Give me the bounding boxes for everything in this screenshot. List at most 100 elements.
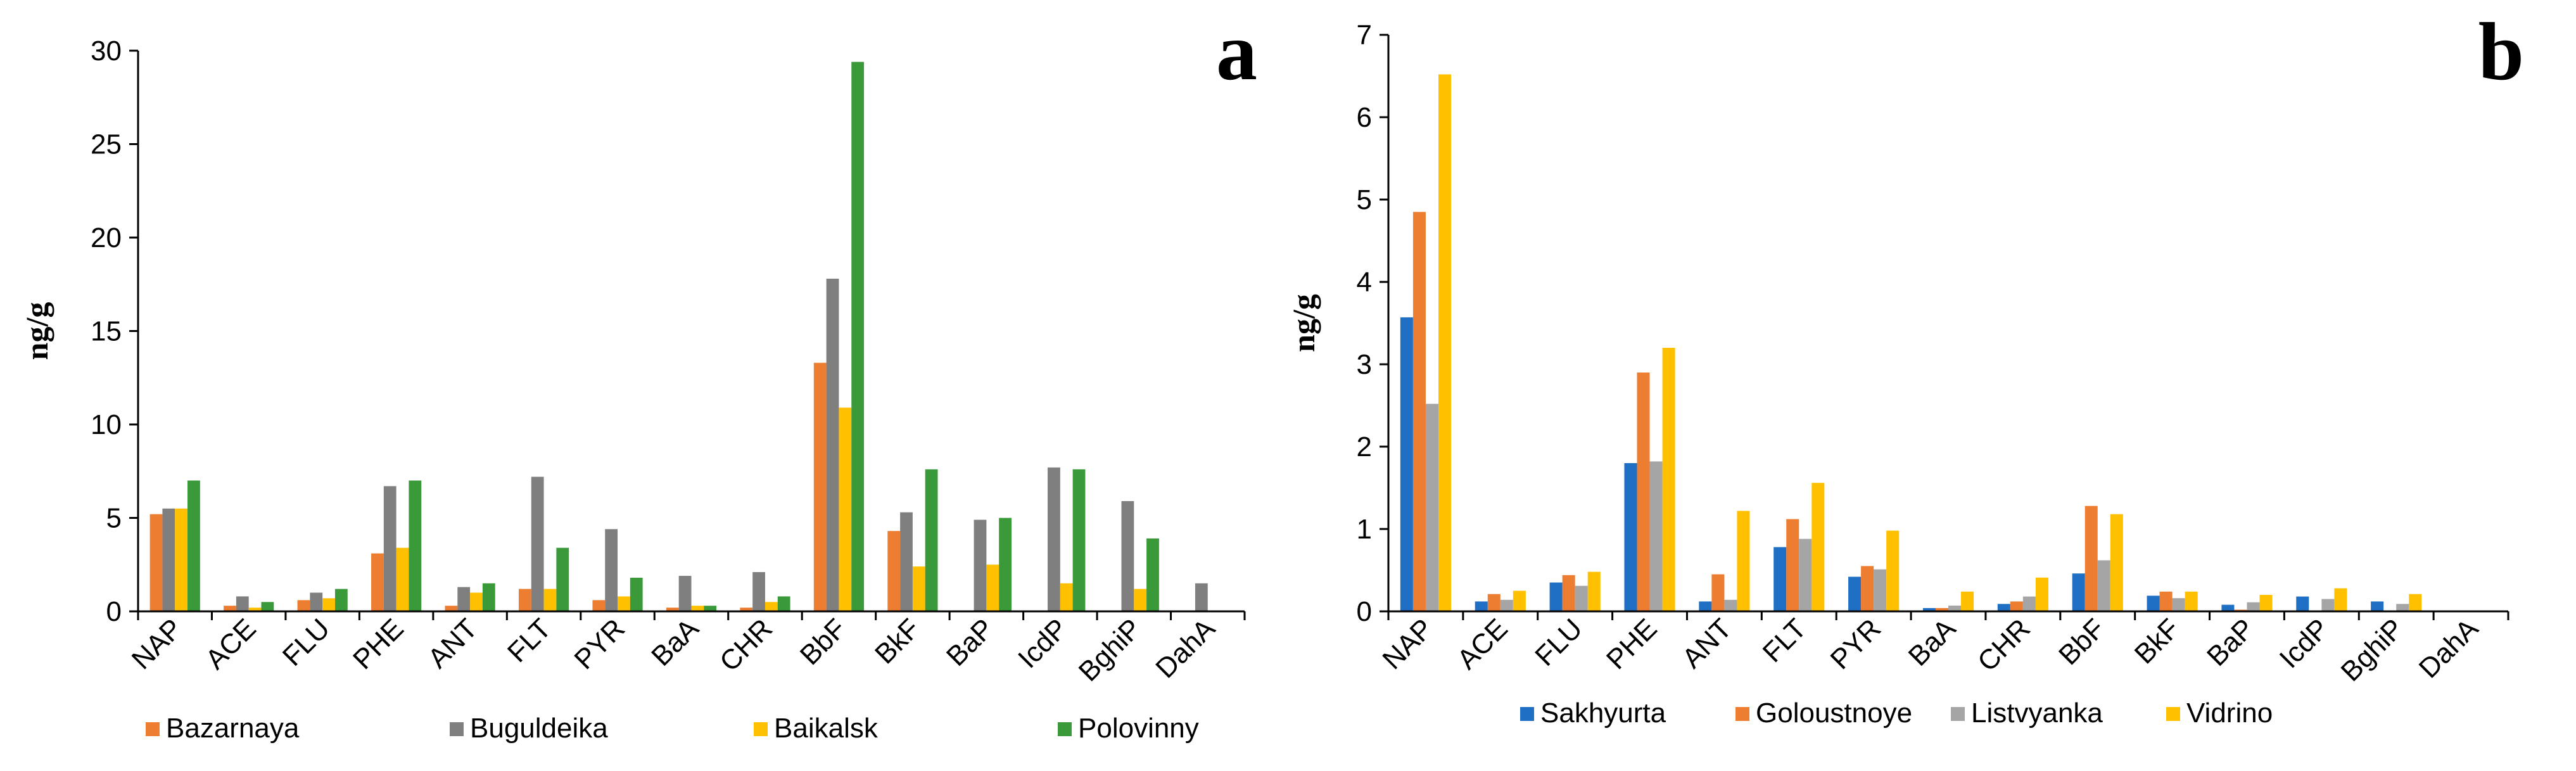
panel-letter: b (2478, 6, 2524, 98)
panel-a: 0 5 10 15 20 25 30 ng/g NAP ACE FLU PHE ANT FLT PYR BaA… (19, 6, 1257, 744)
bar-baikalsk-bghip (1134, 589, 1147, 611)
bar-listvyanka-bap (2247, 602, 2260, 611)
bar-buguldeika-phe (383, 486, 397, 611)
bar-buguldeika-bbf (826, 278, 839, 611)
legend-swatch (1951, 707, 1965, 721)
y-tick-label: 15 (91, 316, 122, 347)
legend-swatch (450, 722, 464, 736)
bar-polovinny-bghip (1146, 538, 1159, 611)
y-tick-label: 0 (1357, 596, 1372, 627)
y-axis-title: ng/g (1286, 294, 1321, 352)
bar-bazarnaya-flu (297, 600, 310, 611)
x-tick-label: ANT (1677, 613, 1738, 674)
bar-sakhyurta-chr (1997, 604, 2010, 611)
bar-bazarnaya-phe (371, 553, 384, 611)
panel-b: 0 1 2 3 4 5 6 7 ng/g NAP ACE FLU PHE ANT FLT PYR BaA CHR B… (1286, 6, 2524, 729)
bar-vidrino-phe (1662, 348, 1675, 611)
bar-listvyanka-icdp (2321, 599, 2335, 611)
bar-sakhyurta-flu (1549, 582, 1563, 611)
bar-vidrino-ant (1737, 511, 1750, 611)
bar-buguldeika-ace (236, 596, 249, 611)
bar-bazarnaya-ant (445, 606, 458, 611)
bar-vidrino-bbf (2110, 514, 2123, 611)
bar-listvyanka-bghip (2396, 604, 2409, 611)
bar-polovinny-bbf (851, 61, 865, 611)
x-tick-label: BghiP (1073, 613, 1148, 687)
bar-polovinny-bap (999, 518, 1012, 611)
legend-swatch (1735, 707, 1749, 721)
x-tick-label: FLT (1757, 613, 1813, 668)
bar-buguldeika-ant (457, 587, 471, 611)
bar-goloustnoye-flu (1562, 575, 1575, 611)
bar-baikalsk-chr (765, 602, 778, 611)
bar-buguldeika-bkf (900, 512, 913, 611)
bar-goloustnoye-bkf (2159, 591, 2173, 611)
bar-goloustnoye-baa (1935, 608, 1948, 611)
x-tick-label: BaA (1903, 613, 1962, 672)
legend-label: Goloustnoye (1756, 698, 1912, 729)
legend-swatch (2166, 707, 2180, 721)
bar-listvyanka-bbf (2097, 560, 2110, 611)
bar-sakhyurta-nap (1400, 317, 1413, 611)
bar-polovinny-phe (409, 480, 422, 611)
bar-baikalsk-ace (248, 608, 262, 611)
x-tick-label: CHR (1972, 613, 2036, 677)
bar-sakhyurta-pyr (1848, 577, 1862, 611)
bar-polovinny-bkf (925, 469, 938, 611)
bar-bazarnaya-ace (224, 606, 236, 611)
legend-swatch (146, 722, 160, 736)
x-tick-label: FLU (277, 613, 336, 672)
x-tick-label: BghiP (2335, 613, 2410, 687)
bar-buguldeika-bap (974, 519, 987, 611)
bar-polovinny-icdp (1072, 469, 1086, 611)
bar-sakhyurta-bghip (2371, 601, 2384, 611)
y-tick-label: 6 (1357, 102, 1372, 133)
bar-baikalsk-icdp (1060, 583, 1073, 611)
bar-goloustnoye-pyr (1861, 566, 1874, 611)
bar-listvyanka-flu (1575, 585, 1588, 611)
bar-vidrino-icdp (2334, 588, 2347, 611)
x-tick-label: NAP (1376, 613, 1439, 675)
bar-listvyanka-baa (1948, 605, 1962, 611)
legend-swatch (1520, 707, 1534, 721)
bar-goloustnoye-chr (2010, 601, 2023, 611)
bar-vidrino-pyr (1886, 530, 1900, 611)
bar-bazarnaya-pyr (592, 600, 606, 611)
bar-bazarnaya-flt (518, 589, 531, 611)
bar-baikalsk-pyr (618, 596, 630, 611)
x-tick-label: ACE (200, 613, 262, 675)
x-tick-label: PHE (1601, 613, 1663, 675)
legend-swatch (1058, 722, 1072, 736)
y-tick-label: 0 (106, 596, 122, 627)
bar-listvyanka-ace (1500, 599, 1513, 611)
bar-baikalsk-nap (175, 508, 188, 611)
x-tick-label: BkF (869, 613, 926, 670)
y-tick-label: 10 (91, 409, 122, 440)
bar-goloustnoye-nap (1412, 212, 1426, 611)
bar-bazarnaya-baa (666, 608, 679, 611)
legend-label: Baikalsk (774, 713, 879, 744)
bar-vidrino-ace (1513, 590, 1526, 611)
bar-bazarnaya-bkf (887, 531, 901, 611)
x-tick-label: BaP (941, 613, 999, 672)
bar-goloustnoye-ant (1711, 574, 1725, 611)
bar-vidrino-nap (1438, 74, 1452, 611)
y-tick-label: 4 (1357, 267, 1372, 298)
x-tick-label: PHE (347, 613, 410, 675)
x-tick-label: BbF (794, 613, 853, 671)
legend-label: Vidrino (2186, 698, 2273, 729)
y-tick-label: 20 (91, 222, 122, 253)
bar-polovinny-baa (704, 606, 717, 611)
bar-sakhyurta-flt (1773, 547, 1787, 611)
bar-polovinny-pyr (630, 577, 643, 611)
x-tick-label: NAP (126, 613, 189, 675)
bar-buguldeika-icdp (1048, 467, 1060, 611)
bar-listvyanka-phe (1649, 461, 1663, 611)
bar-polovinny-chr (777, 596, 790, 611)
bar-bazarnaya-nap (149, 514, 163, 611)
y-tick-label: 25 (91, 129, 122, 160)
bar-baikalsk-bap (986, 564, 999, 611)
bar-vidrino-bghip (2409, 594, 2422, 611)
bar-sakhyurta-ace (1475, 601, 1488, 611)
